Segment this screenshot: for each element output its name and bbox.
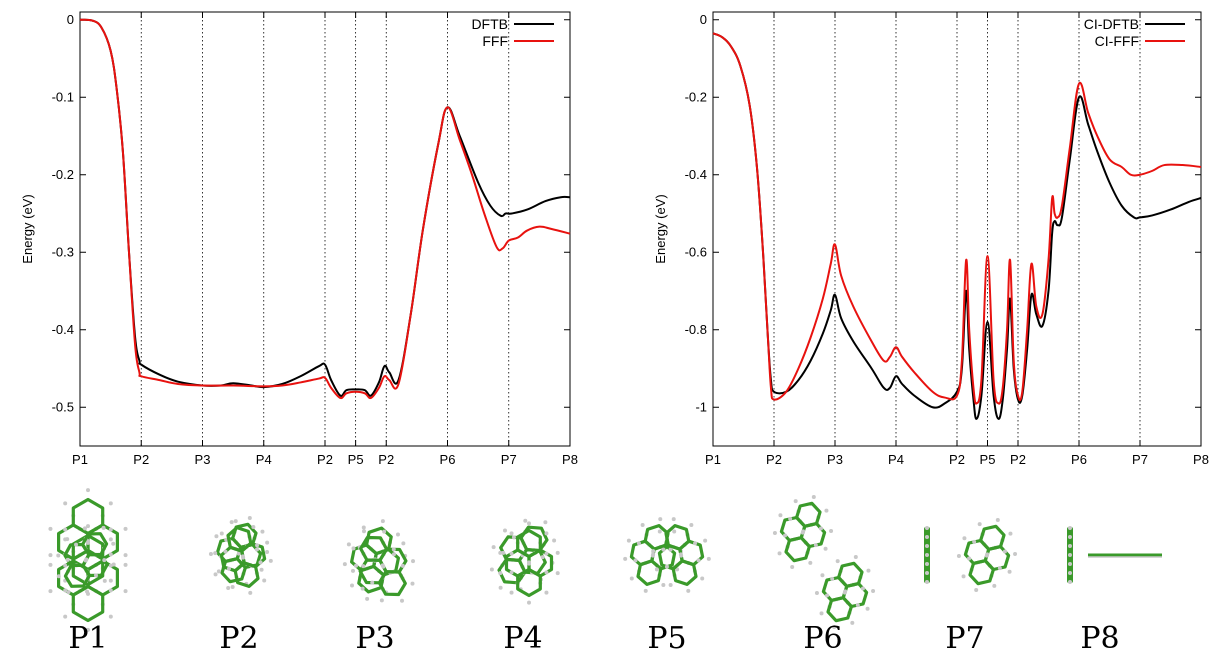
right-x-tick-label: P2 <box>766 452 782 467</box>
molecule-p8 <box>1067 526 1162 584</box>
left-y-axis-title: Energy (eV) <box>20 194 35 263</box>
right-x-tick-label: P1 <box>705 452 721 467</box>
left-y-tick-label: -0.3 <box>52 244 74 259</box>
molecule-p5 <box>623 517 711 593</box>
right-y-tick-label: -1 <box>695 399 707 414</box>
left-y-tick-label: -0.4 <box>52 322 74 337</box>
caption-p7: P7 <box>945 621 984 656</box>
left-y-tick-label: 0 <box>67 12 74 27</box>
left-series-line-1 <box>79 18 571 400</box>
right-y-tick-label: -0.2 <box>685 89 707 104</box>
left-x-tick-label: P4 <box>256 452 272 467</box>
left-x-tick-label: P2 <box>133 452 149 467</box>
right-y-tick-label: -0.6 <box>685 244 707 259</box>
left-y-tick-label: -0.5 <box>52 399 74 414</box>
left-x-tick-label: P6 <box>440 452 456 467</box>
caption-p6: P6 <box>803 621 842 656</box>
left-x-tick-label: P2 <box>317 452 333 467</box>
molecule-p4 <box>489 518 560 605</box>
chart-left: P1 P2 P3 P4 P2 P5 P2 P6 P7 P8 0 -0.1 -0.2 -0.3 -0.4 -0.… <box>20 11 578 467</box>
molecule-p1 <box>48 488 128 632</box>
left-y-tick-label: -0.1 <box>52 89 74 104</box>
caption-p4: P4 <box>503 621 542 656</box>
left-legend-label-1: FFF <box>482 33 508 49</box>
right-y-axis-title: Energy (eV) <box>653 194 668 263</box>
caption-p5: P5 <box>647 621 686 656</box>
caption-p1: P1 <box>68 621 107 656</box>
right-y-tick-label: -0.8 <box>685 322 707 337</box>
caption-p2: P2 <box>219 621 258 656</box>
molecule-p3 <box>342 519 416 603</box>
molecule-p6 <box>772 495 876 629</box>
right-series-line-1 <box>712 32 1202 405</box>
left-x-tick-label: P5 <box>348 452 364 467</box>
right-x-tick-label: P4 <box>888 452 904 467</box>
caption-p8: P8 <box>1080 621 1119 656</box>
right-x-tick-label: P3 <box>827 452 843 467</box>
chart-right: P1 P2 P3 P4 P2 P5 P2 P6 P7 P8 0 -0.2 -0.4 -0.6 -0.8 -1 E… <box>653 11 1209 467</box>
left-x-tick-label: P7 <box>501 452 517 467</box>
left-x-tick-label: P1 <box>72 452 88 467</box>
right-legend-label-0: CI-DFTB <box>1084 16 1139 32</box>
right-legend-label-1: CI-FFF <box>1095 33 1139 49</box>
molecule-p7 <box>924 518 1018 592</box>
right-x-tick-label: P6 <box>1071 452 1087 467</box>
left-y-tick-label: -0.2 <box>52 167 74 182</box>
right-x-tick-label: P7 <box>1132 452 1148 467</box>
left-x-tick-label: P2 <box>378 452 394 467</box>
caption-row: P1 P2 P3 P4 P5 P6 P7 P8 <box>68 621 1119 656</box>
molecule-p2 <box>208 516 273 595</box>
left-x-tick-label: P3 <box>195 452 211 467</box>
right-x-tick-label: P2 <box>1010 452 1026 467</box>
right-y-tick-label: -0.4 <box>685 167 707 182</box>
right-x-tick-label: P8 <box>1193 452 1209 467</box>
left-legend-label-0: DFTB <box>471 16 508 32</box>
left-x-tick-label: P8 <box>562 452 578 467</box>
right-y-tick-label: 0 <box>700 12 707 27</box>
molecule-row <box>48 488 1162 632</box>
right-x-tick-label: P5 <box>980 452 996 467</box>
right-x-tick-label: P2 <box>949 452 965 467</box>
caption-p3: P3 <box>355 621 394 656</box>
